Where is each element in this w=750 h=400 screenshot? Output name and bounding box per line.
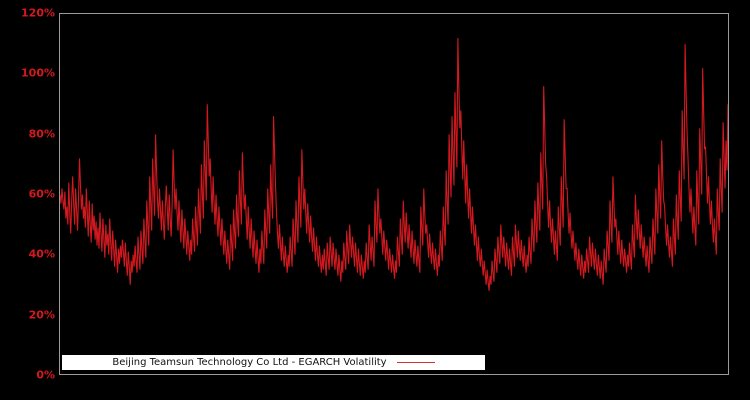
ytick-label-80: 80% [28, 127, 55, 141]
volatility-series [60, 38, 728, 291]
legend-line-swatch [396, 362, 435, 363]
legend-label: Beijing Teamsun Technology Co Ltd - EGAR… [112, 356, 387, 368]
ytick-label-120: 120% [21, 6, 55, 20]
ytick-label-40: 40% [28, 247, 55, 261]
ytick-label-20: 20% [28, 308, 55, 322]
ytick-label-100: 100% [21, 66, 55, 80]
series-line [60, 38, 728, 291]
ytick-label-60: 60% [28, 187, 55, 201]
legend: Beijing Teamsun Technology Co Ltd - EGAR… [62, 355, 485, 370]
plot-area [59, 13, 729, 375]
ytick-label-0: 0% [36, 368, 55, 382]
